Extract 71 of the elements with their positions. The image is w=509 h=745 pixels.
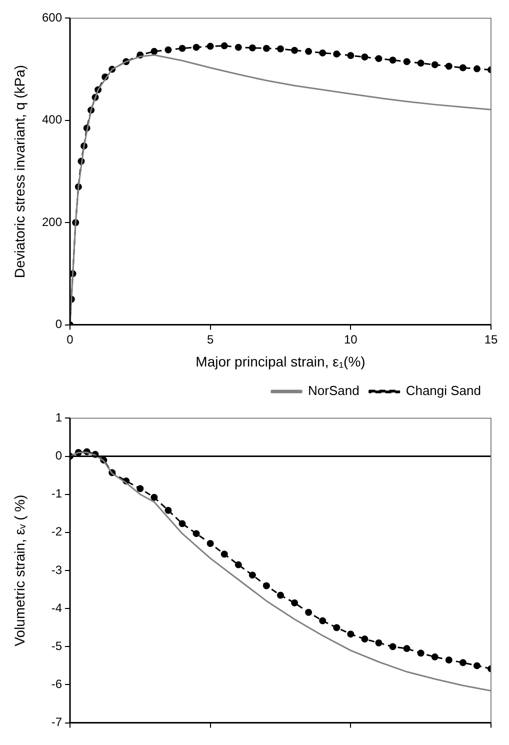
x-tick-label: 5	[206, 332, 214, 346]
point	[248, 44, 256, 52]
point	[403, 58, 410, 66]
y-axis-title: Deviatoric stress invariant, q (kPa)	[11, 64, 28, 278]
point	[361, 54, 368, 61]
y-tick-label: -3	[51, 562, 62, 577]
point	[220, 550, 228, 558]
point	[389, 56, 396, 64]
point	[234, 561, 242, 568]
point	[361, 636, 368, 643]
point	[445, 62, 452, 70]
point	[389, 643, 396, 650]
y-tick-label: -2	[51, 524, 62, 539]
legend-label: Changi Sand	[406, 383, 482, 398]
point	[347, 52, 354, 60]
point	[459, 64, 466, 72]
y-tick-label: 400	[42, 112, 62, 127]
point	[459, 659, 466, 666]
point	[319, 49, 326, 56]
x-axis-title: Major principal strain, ε₁(%)	[196, 353, 366, 370]
legend-label: NorSand	[308, 383, 360, 398]
x-tick-label: 15	[484, 332, 498, 346]
point	[319, 617, 326, 624]
point	[277, 592, 284, 599]
point	[206, 540, 214, 547]
point	[248, 572, 256, 579]
y-tick-label: -4	[51, 600, 62, 615]
point	[206, 42, 214, 50]
point	[473, 65, 480, 72]
point	[291, 599, 298, 606]
point	[234, 44, 242, 51]
point	[150, 48, 158, 55]
y-tick-label: 600	[42, 10, 62, 25]
x-tick-label: 10	[344, 332, 358, 346]
y-tick-label: 200	[42, 214, 62, 229]
point	[220, 42, 228, 50]
x-tick-label: 0	[66, 332, 74, 346]
point	[164, 46, 172, 54]
point	[445, 656, 452, 664]
point	[262, 582, 270, 590]
point	[347, 630, 354, 638]
y-tick-label: -1	[51, 486, 62, 501]
point	[305, 48, 312, 55]
point	[375, 55, 382, 62]
point	[150, 494, 158, 501]
point	[262, 44, 270, 52]
y-tick-label: 1	[55, 410, 62, 425]
point	[375, 639, 382, 646]
point	[136, 485, 144, 492]
point	[431, 653, 438, 660]
point	[178, 44, 186, 52]
y-axis-title: Volumetric strain, εᵥ ( %)	[11, 494, 28, 646]
point	[277, 45, 284, 52]
point	[192, 44, 200, 51]
point	[333, 50, 340, 58]
point	[164, 506, 172, 514]
point	[417, 650, 424, 657]
point	[333, 624, 340, 632]
point	[473, 662, 480, 670]
y-tick-label: -5	[51, 638, 62, 653]
point	[291, 46, 298, 54]
y-tick-label: 0	[55, 317, 62, 332]
y-tick-label: -6	[51, 677, 62, 692]
point	[178, 520, 186, 528]
point	[192, 530, 200, 538]
y-tick-label: 0	[55, 448, 62, 463]
y-tick-label: -7	[51, 715, 62, 730]
point	[403, 645, 410, 652]
point	[431, 61, 438, 68]
point	[305, 608, 312, 616]
point	[417, 60, 424, 67]
